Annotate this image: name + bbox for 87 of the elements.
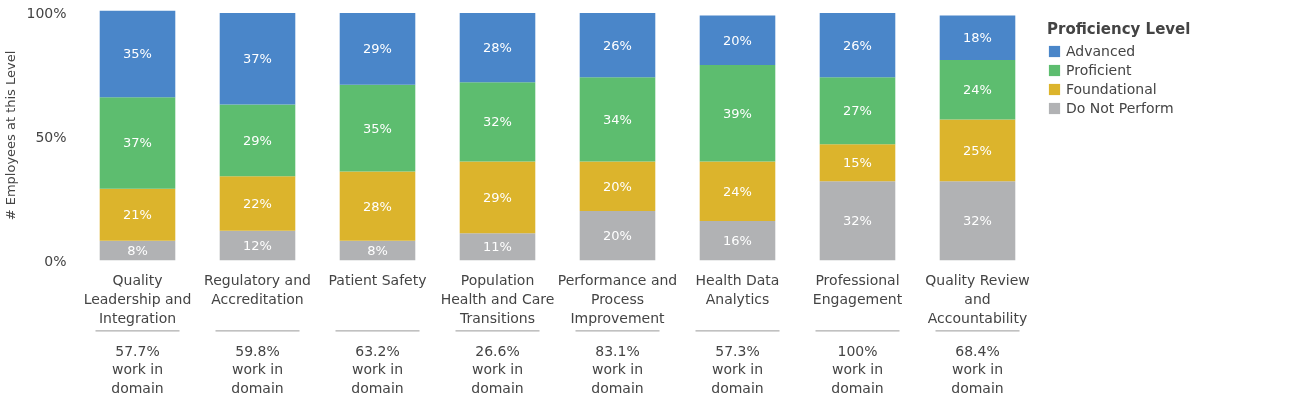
- data-label: 37%: [243, 51, 272, 67]
- bar: [699, 64, 776, 162]
- text: 63.2% work in domain: [351, 342, 404, 396]
- legend-label: Proficient: [1066, 62, 1132, 78]
- bar: [339, 84, 416, 172]
- data-label: 21%: [123, 207, 152, 223]
- data-label: 39%: [723, 105, 752, 121]
- bar: [339, 12, 416, 85]
- bar: [219, 12, 296, 105]
- bar: [219, 176, 296, 231]
- data-label: 28%: [363, 198, 392, 214]
- data-label: 15%: [843, 155, 872, 171]
- bar: [699, 220, 776, 261]
- bar: [459, 12, 536, 83]
- x-tick-label: Professional Engagement: [812, 271, 903, 307]
- bar: [579, 12, 656, 78]
- bar: [579, 211, 656, 261]
- text: 59.8% work in domain: [231, 342, 284, 396]
- bar: [99, 97, 176, 189]
- data-label: 37%: [123, 135, 152, 151]
- data-label: 24%: [723, 183, 752, 199]
- x-tick-label: Patient Safety: [328, 271, 427, 288]
- legend-label: Advanced: [1066, 43, 1136, 59]
- data-label: 29%: [363, 41, 392, 57]
- legend-title: Proficiency Level: [1047, 20, 1191, 38]
- text: 68.4% work in domain: [951, 342, 1004, 396]
- data-label: 16%: [723, 233, 752, 249]
- bar: [99, 188, 176, 241]
- legend-label: Do Not Perform: [1066, 100, 1174, 116]
- data-label: 35%: [363, 120, 392, 136]
- data-label: 29%: [243, 132, 272, 148]
- bar: [219, 104, 296, 177]
- data-label: 11%: [483, 239, 512, 255]
- bar: [459, 161, 536, 234]
- x-tick-label: Quality Review and Accountability: [925, 271, 1030, 326]
- data-label: 35%: [123, 46, 152, 62]
- data-label: 18%: [963, 30, 992, 46]
- bar: [939, 15, 1016, 60]
- legend-label: Foundational: [1066, 81, 1157, 97]
- bar: [459, 233, 536, 261]
- data-label: 32%: [483, 114, 512, 130]
- data-label: 22%: [243, 196, 272, 212]
- bar: [459, 82, 536, 162]
- data-label: 8%: [127, 243, 148, 259]
- bar: [99, 10, 176, 98]
- data-label: 20%: [603, 178, 632, 194]
- data-label: 8%: [367, 243, 388, 259]
- data-label: 32%: [963, 213, 992, 229]
- data-label: 34%: [603, 111, 632, 127]
- bar: [699, 161, 776, 221]
- bar: [579, 161, 656, 211]
- text: 57.3% work in domain: [711, 342, 764, 396]
- x-tick-label: Performance and Process Improvement: [557, 271, 678, 326]
- y-tick-label: 100%: [26, 4, 67, 21]
- text: 83.1% work in domain: [591, 342, 644, 396]
- bar: [219, 230, 296, 261]
- bar: [579, 77, 656, 162]
- bar: [939, 60, 1016, 120]
- x-tick-label: Regulatory and Accreditation: [204, 271, 311, 307]
- text: 100% work in domain: [831, 342, 884, 396]
- data-label: 27%: [843, 103, 872, 119]
- bar: [339, 171, 416, 241]
- data-label: 20%: [603, 228, 632, 244]
- bar: [819, 77, 896, 145]
- data-label: 28%: [483, 40, 512, 56]
- text: 26.6% work in domain: [471, 342, 524, 396]
- bar: [819, 12, 896, 78]
- data-label: 20%: [723, 32, 752, 48]
- y-tick-label: 0%: [44, 252, 67, 269]
- data-label: 32%: [843, 213, 872, 229]
- bar: [939, 119, 1016, 182]
- data-label: 26%: [603, 37, 632, 53]
- text: 57.7% work in domain: [111, 342, 164, 396]
- x-tick-label: Health Data Analytics: [695, 271, 780, 307]
- y-axis-title: # Employees at this Level: [3, 50, 19, 221]
- data-label: 25%: [963, 142, 992, 158]
- data-label: 26%: [843, 37, 872, 53]
- y-tick-label: 50%: [35, 128, 67, 145]
- bar: [699, 15, 776, 65]
- data-label: 24%: [963, 82, 992, 98]
- data-label: 12%: [243, 238, 272, 254]
- x-tick-label: Population Health and Care Transitions: [440, 271, 555, 326]
- bar: [819, 181, 896, 261]
- bar: [819, 144, 896, 182]
- bar: [939, 181, 1016, 261]
- data-label: 29%: [483, 189, 512, 205]
- x-tick-label: Quality Leadership and Integration: [83, 271, 192, 326]
